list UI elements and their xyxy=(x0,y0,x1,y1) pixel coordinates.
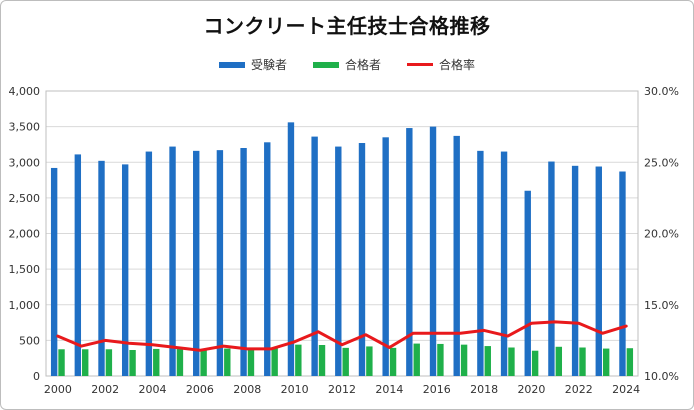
bar-passers xyxy=(200,350,206,376)
bar-passers xyxy=(390,348,396,376)
y-left-tick-label: 1,000 xyxy=(9,299,41,312)
bar-examinees xyxy=(51,168,57,376)
bar-passers xyxy=(271,348,277,376)
y-left-tick-label: 3,500 xyxy=(9,121,41,134)
bar-passers xyxy=(319,345,325,376)
bar-examinees xyxy=(619,172,625,376)
bar-examinees xyxy=(501,152,507,376)
y-left-tick-label: 3,000 xyxy=(9,156,41,169)
bar-passers xyxy=(224,349,230,376)
bar-examinees xyxy=(596,167,602,376)
bar-passers xyxy=(58,349,64,376)
bar-passers xyxy=(248,349,254,376)
x-tick-label: 2022 xyxy=(565,383,593,396)
bar-examinees xyxy=(454,136,460,376)
y-left-tick-label: 4,000 xyxy=(9,85,41,98)
x-tick-label: 2016 xyxy=(423,383,451,396)
y-left-tick-label: 2,500 xyxy=(9,192,41,205)
bar-examinees xyxy=(525,191,531,376)
bar-passers xyxy=(343,348,349,376)
y-left-tick-label: 1,500 xyxy=(9,263,41,276)
bar-examinees xyxy=(477,151,483,376)
bar-passers xyxy=(153,349,159,376)
bar-passers xyxy=(461,345,467,376)
x-tick-label: 2004 xyxy=(139,383,167,396)
x-tick-label: 2008 xyxy=(233,383,261,396)
bar-passers xyxy=(556,347,562,376)
bar-examinees xyxy=(146,152,152,376)
x-tick-label: 2010 xyxy=(281,383,309,396)
x-tick-label: 2018 xyxy=(470,383,498,396)
bar-examinees xyxy=(288,122,294,376)
bar-passers xyxy=(532,351,538,376)
line-pass-rate xyxy=(58,322,626,350)
bar-passers xyxy=(508,348,514,377)
y-right-tick-label: 10.0% xyxy=(644,370,679,383)
bar-passers xyxy=(414,344,420,376)
bar-examinees xyxy=(98,161,104,376)
bar-examinees xyxy=(264,142,270,376)
bar-passers xyxy=(82,349,88,376)
bar-passers xyxy=(129,350,135,376)
x-tick-label: 2002 xyxy=(91,383,119,396)
bar-passers xyxy=(485,346,491,376)
bar-examinees xyxy=(382,137,388,376)
bar-examinees xyxy=(548,162,554,376)
bar-passers xyxy=(295,345,301,376)
y-right-tick-label: 20.0% xyxy=(644,228,679,241)
bar-passers xyxy=(366,346,372,376)
bar-passers xyxy=(177,349,183,376)
x-tick-label: 2014 xyxy=(375,383,403,396)
x-tick-label: 2012 xyxy=(328,383,356,396)
bar-passers xyxy=(437,344,443,376)
bar-examinees xyxy=(169,147,175,376)
bar-passers xyxy=(603,349,609,376)
bar-examinees xyxy=(430,127,436,376)
x-tick-label: 2020 xyxy=(517,383,545,396)
bar-examinees xyxy=(572,166,578,376)
bar-passers xyxy=(579,348,585,377)
y-right-tick-label: 25.0% xyxy=(644,156,679,169)
y-right-tick-label: 30.0% xyxy=(644,85,679,98)
y-right-tick-label: 15.0% xyxy=(644,299,679,312)
bar-passers xyxy=(106,349,112,376)
bar-passers xyxy=(627,348,633,376)
x-tick-label: 2024 xyxy=(612,383,640,396)
x-tick-label: 2000 xyxy=(44,383,72,396)
bar-examinees xyxy=(406,128,412,376)
y-left-tick-label: 500 xyxy=(19,334,40,347)
bar-examinees xyxy=(359,143,365,376)
y-left-tick-label: 0 xyxy=(33,370,40,383)
bar-examinees xyxy=(193,151,199,376)
chart-plot: 0 500 1,000 1,500 2,000 2,500 3,000 3,500 4,000 1… xyxy=(0,0,694,410)
bar-examinees xyxy=(240,148,246,376)
bar-examinees xyxy=(217,150,223,376)
bar-examinees xyxy=(311,137,317,376)
x-tick-label: 2006 xyxy=(186,383,214,396)
y-left-tick-label: 2,000 xyxy=(9,228,41,241)
